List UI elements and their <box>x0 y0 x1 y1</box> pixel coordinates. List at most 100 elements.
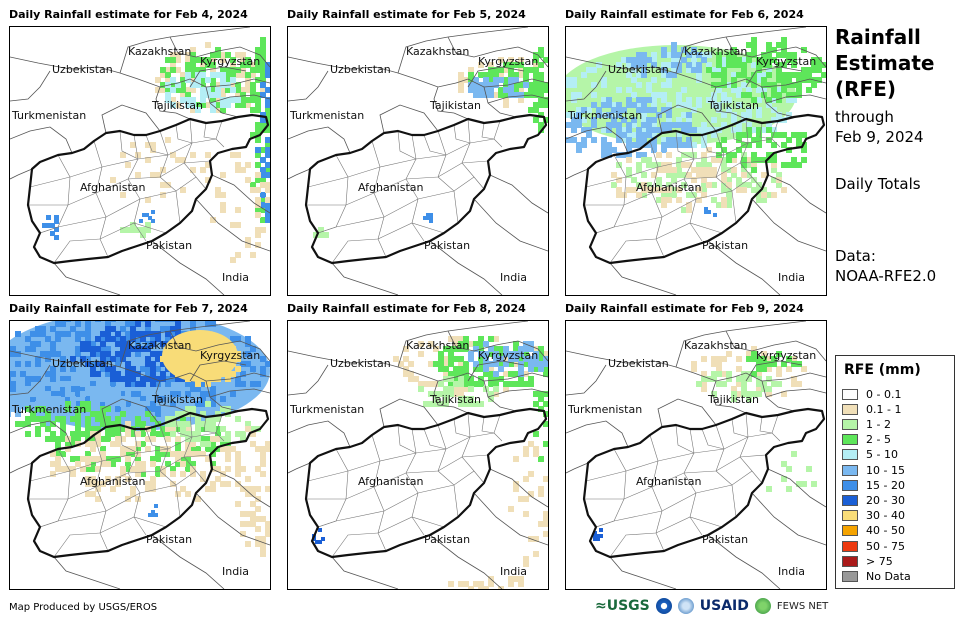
country-border <box>101 398 161 428</box>
province-border <box>307 432 495 482</box>
country-label-afghanistan: Afghanistan <box>358 181 424 194</box>
map-canvas: Kazakhstan Kyrgyzstan Uzbekistan Tajikistan… <box>10 27 270 295</box>
legend-item: 2 - 5 <box>842 433 891 447</box>
map-panel-feb7: Daily Rainfall estimate for Feb 7, 2024 … <box>9 302 271 590</box>
country-border <box>745 66 803 88</box>
country-border <box>765 388 826 398</box>
country-border <box>331 556 399 589</box>
country-border <box>455 78 548 88</box>
province-border <box>405 428 425 536</box>
country-label-turkmenistan: Turkmenistan <box>289 403 364 416</box>
province-border <box>453 418 471 438</box>
country-label-afghanistan: Afghanistan <box>636 475 702 488</box>
fews-globe-icon <box>754 598 771 614</box>
noaa-logo-icon <box>655 598 672 614</box>
country-border <box>657 398 717 428</box>
legend-label: 40 - 50 <box>866 524 905 538</box>
country-label-tajikistan: Tajikistan <box>429 99 481 112</box>
province-border <box>595 448 627 528</box>
country-border <box>155 86 191 120</box>
country-border <box>10 56 179 88</box>
legend-swatch <box>842 434 858 446</box>
legend-swatch <box>842 510 858 522</box>
province-border <box>595 470 753 528</box>
province-border <box>461 118 485 190</box>
country-border <box>761 380 795 412</box>
province-border <box>649 140 665 258</box>
province-border <box>215 120 225 148</box>
map-credit: Map Produced by USGS/EROS <box>9 602 158 613</box>
country-label-india: India <box>500 271 527 284</box>
rainfall-map: Kazakhstan Kyrgyzstan Uzbekistan Tajikistan… <box>565 26 827 296</box>
map-panel-feb5: Daily Rainfall estimate for Feb 5, 2024 … <box>287 8 549 296</box>
map-panel-feb6: Daily Rainfall estimate for Feb 6, 2024 … <box>565 8 827 296</box>
province-border <box>715 424 737 518</box>
product-title: Rainfall Estimate (RFE) <box>835 24 965 102</box>
country-border <box>189 66 247 88</box>
country-border <box>473 198 548 252</box>
rainfall-layer <box>42 37 270 263</box>
province-border <box>437 424 459 518</box>
province-border <box>145 428 169 450</box>
panel-title: Daily Rainfall estimate for Feb 9, 2024 <box>565 302 804 315</box>
country-label-turkmenistan: Turkmenistan <box>11 109 86 122</box>
rainfall-map: Kazakhstan Kyrgyzstan Uzbekistan Tajikistan… <box>287 320 549 590</box>
country-border <box>733 78 826 88</box>
country-border <box>765 94 826 104</box>
map-panel-feb4: Daily Rainfall estimate for Feb 4, 2024 … <box>9 8 271 296</box>
country-label-india: India <box>778 565 805 578</box>
legend-label: 2 - 5 <box>866 433 891 447</box>
province-border <box>493 414 503 442</box>
country-label-uzbekistan: Uzbekistan <box>330 63 391 76</box>
province-border <box>701 134 725 156</box>
country-border <box>711 86 747 120</box>
province-border <box>39 176 197 234</box>
country-border <box>10 462 33 474</box>
country-border <box>211 468 270 508</box>
country-label-kyrgyzstan: Kyrgyzstan <box>200 55 260 68</box>
rainfall-layer <box>313 47 548 238</box>
country-border <box>473 492 548 546</box>
province-border <box>584 454 767 500</box>
province-border <box>175 418 193 438</box>
province-border <box>53 516 167 558</box>
country-border <box>177 372 270 382</box>
country-label-india: India <box>222 271 249 284</box>
country-label-pakistan: Pakistan <box>146 239 192 252</box>
legend-label: 5 - 10 <box>866 448 898 462</box>
province-border <box>595 176 753 234</box>
legend-item: 1 - 2 <box>842 417 891 431</box>
legend-item: 50 - 75 <box>842 539 905 553</box>
country-border <box>169 330 270 362</box>
province-border <box>405 134 425 242</box>
country-label-uzbekistan: Uzbekistan <box>608 357 669 370</box>
legend-swatch <box>842 555 858 567</box>
province-border <box>371 140 387 258</box>
legend-item: 20 - 30 <box>842 493 905 507</box>
panel-title: Daily Rainfall estimate for Feb 7, 2024 <box>9 302 248 315</box>
province-border <box>481 416 495 434</box>
country-border <box>195 198 270 252</box>
legend-item: No Data <box>842 569 911 583</box>
country-border <box>483 86 517 118</box>
afghanistan-outline <box>582 113 826 265</box>
legend-label: 15 - 20 <box>866 478 905 492</box>
country-border <box>10 364 51 396</box>
panel-title: Daily Rainfall estimate for Feb 6, 2024 <box>565 8 804 21</box>
province-border <box>53 222 167 264</box>
country-border <box>211 174 270 214</box>
country-border <box>609 556 677 589</box>
legend-swatch <box>842 540 858 552</box>
country-border <box>767 174 826 214</box>
country-border <box>288 462 311 474</box>
province-border <box>307 138 495 188</box>
country-border <box>195 492 270 546</box>
country-label-kazakhstan: Kazakhstan <box>684 45 747 58</box>
country-label-turkmenistan: Turkmenistan <box>567 403 642 416</box>
country-label-afghanistan: Afghanistan <box>80 181 146 194</box>
rainfall-layer <box>10 321 270 557</box>
legend-swatch <box>842 525 858 537</box>
country-border <box>209 94 270 104</box>
country-border <box>751 198 826 252</box>
